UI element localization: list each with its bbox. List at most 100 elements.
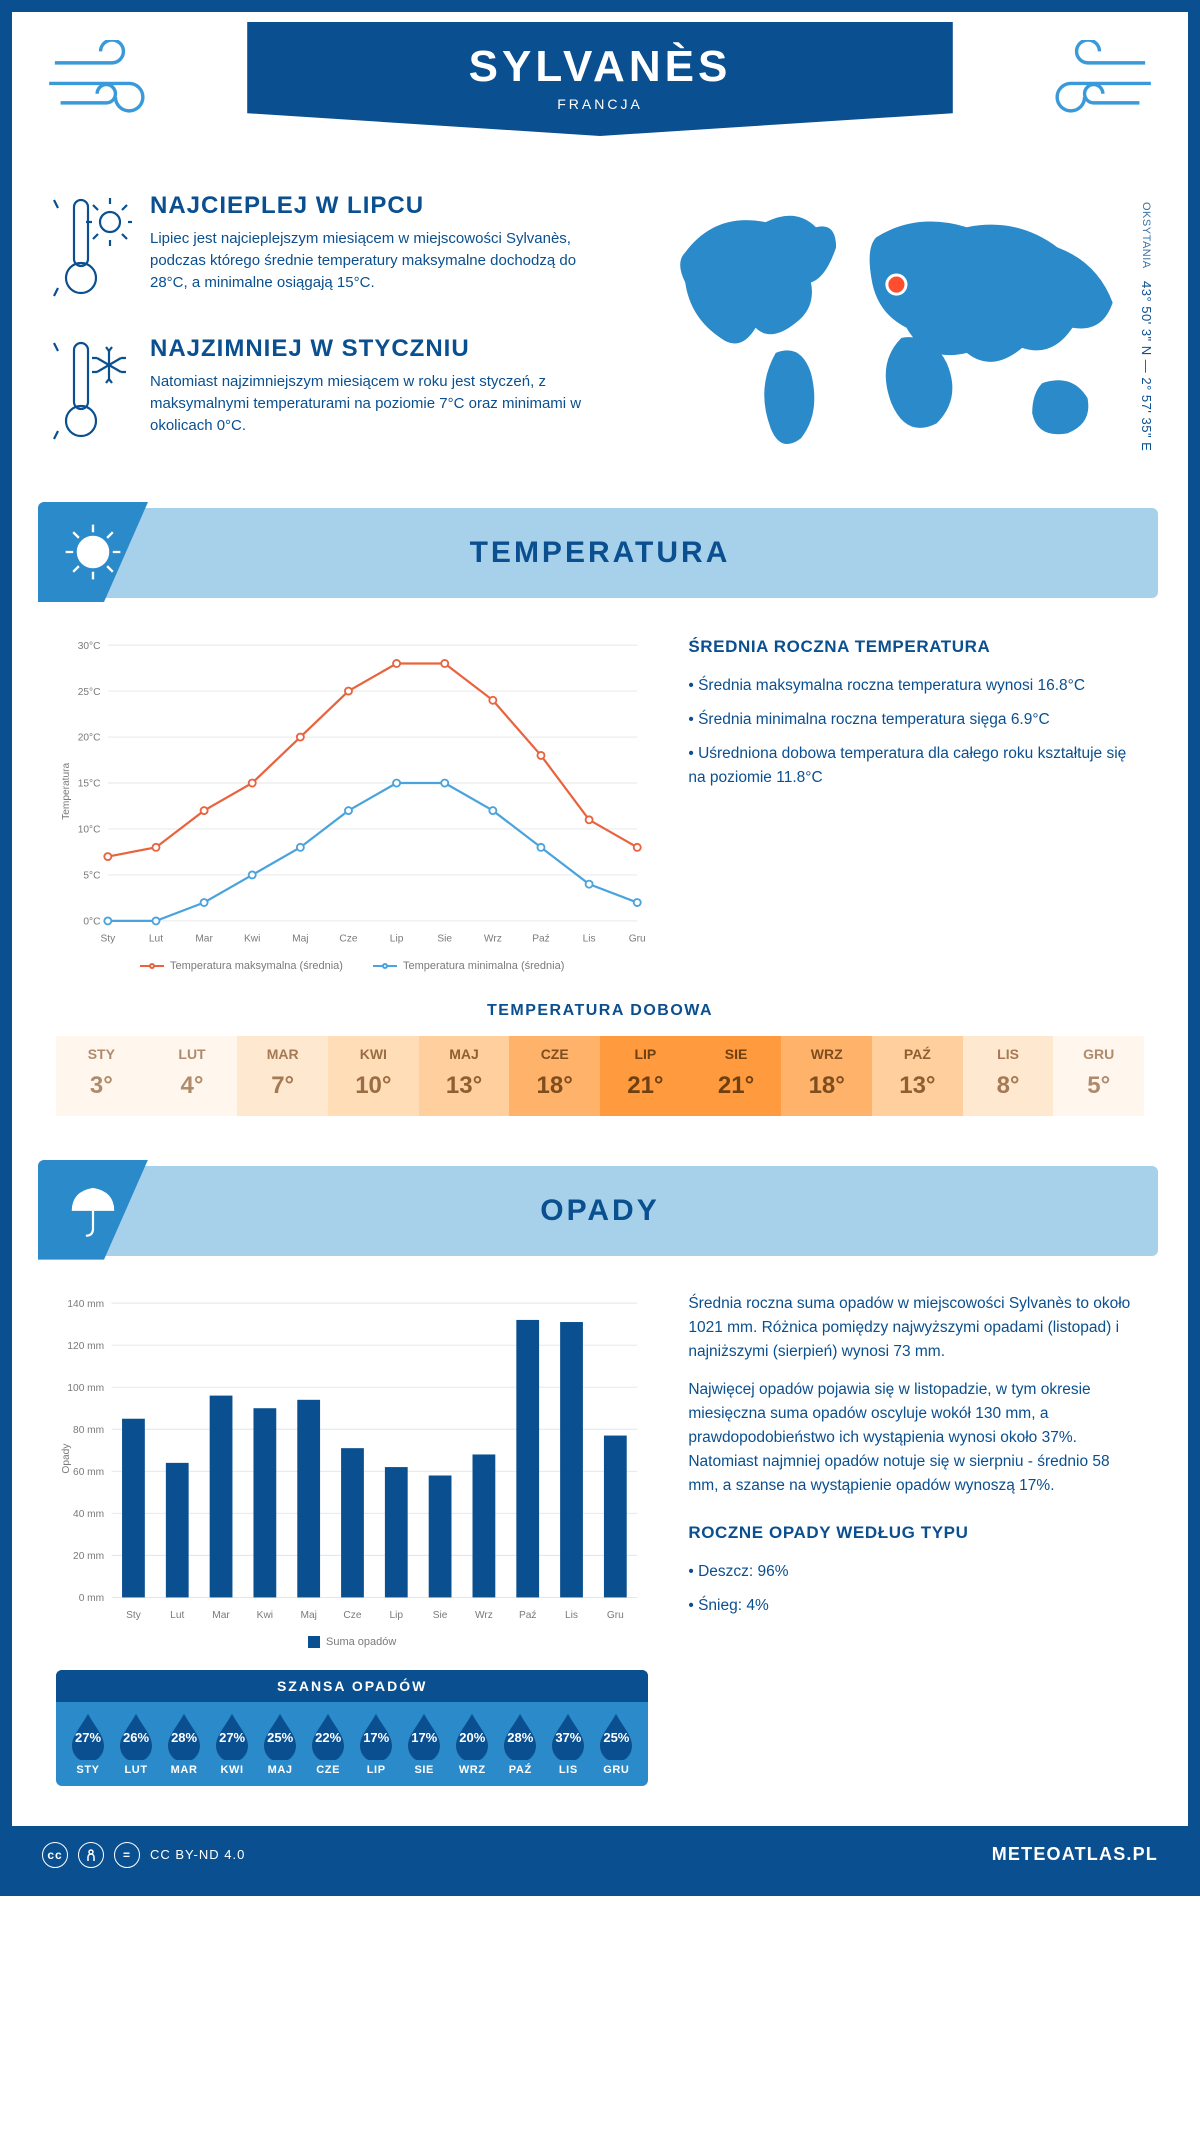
chance-value: 20% [459,1730,485,1745]
daily-temp-month: WRZ [781,1046,872,1062]
daily-temp-value: 8° [963,1072,1054,1100]
svg-text:Lip: Lip [390,933,404,944]
svg-text:Kwi: Kwi [257,1609,273,1620]
raindrop-icon: 37% [548,1712,588,1760]
svg-text:Opady: Opady [61,1442,72,1473]
svg-text:100 mm: 100 mm [67,1383,104,1394]
daily-temp-value: 21° [600,1072,691,1100]
chance-value: 27% [219,1730,245,1745]
precipitation-chance-cell: 28% MAR [160,1712,208,1776]
precipitation-bar-chart: 0 mm20 mm40 mm60 mm80 mm100 mm120 mm140 … [56,1292,648,1625]
infographic-page: SYLVANÈS FRANCJA NAJCIEPLEJ W LIPCU Lipi… [0,0,1200,1896]
wind-swirl-icon [1018,40,1158,120]
wind-swirl-icon [42,40,182,120]
svg-text:Lis: Lis [565,1609,578,1620]
precipitation-chance-cell: 26% LUT [112,1712,160,1776]
svg-text:Sty: Sty [126,1609,142,1620]
temperature-chart-legend: Temperatura maksymalna (średnia) Tempera… [56,960,648,972]
daily-temp-cell: LUT4° [147,1036,238,1116]
svg-text:40 mm: 40 mm [73,1509,104,1520]
location-title: SYLVANÈS [247,42,953,92]
svg-text:Gru: Gru [629,933,646,944]
precipitation-chance-cell: 20% WRZ [448,1712,496,1776]
intro-section: NAJCIEPLEJ W LIPCU Lipiec jest najcieple… [12,182,1188,508]
chance-value: 17% [411,1730,437,1745]
cc-icon: cc [42,1842,68,1868]
svg-text:Sie: Sie [437,933,452,944]
temperature-banner: TEMPERATURA [42,508,1158,598]
avg-temp-bullet: • Średnia minimalna roczna temperatura s… [688,708,1144,732]
svg-text:Lut: Lut [149,933,163,944]
precipitation-chance-cell: 37% LIS [544,1712,592,1776]
precip-para-2: Najwięcej opadów pojawia się w listopadz… [688,1378,1144,1498]
precip-type-heading: ROCZNE OPADY WEDŁUG TYPU [688,1520,1144,1546]
raindrop-icon: 27% [68,1712,108,1760]
chance-month: LIS [544,1764,592,1776]
svg-text:Mar: Mar [212,1609,230,1620]
svg-text:140 mm: 140 mm [67,1298,104,1309]
svg-text:Paź: Paź [519,1609,537,1620]
svg-text:Sty: Sty [100,933,116,944]
warmest-body: Lipiec jest najcieplejszym miesiącem w m… [150,228,605,293]
svg-text:Lut: Lut [170,1609,184,1620]
daily-temp-month: CZE [509,1046,600,1062]
avg-temp-heading: ŚREDNIA ROCZNA TEMPERATURA [688,634,1144,660]
daily-temp-strip: STY3°LUT4°MAR7°KWI10°MAJ13°CZE18°LIP21°S… [56,1036,1144,1116]
svg-text:Kwi: Kwi [244,933,260,944]
daily-temp-cell: LIS8° [963,1036,1054,1116]
license-text: CC BY-ND 4.0 [150,1847,245,1862]
daily-temp-cell: MAJ13° [419,1036,510,1116]
svg-text:Lis: Lis [583,933,596,944]
cc-nd-icon: = [114,1842,140,1868]
chance-month: STY [64,1764,112,1776]
country-subtitle: FRANCJA [247,96,953,112]
precip-type-bullet: • Deszcz: 96% [688,1560,1144,1584]
daily-temp-cell: GRU5° [1053,1036,1144,1116]
chance-month: KWI [208,1764,256,1776]
precip-type-bullet: • Śnieg: 4% [688,1594,1144,1618]
chance-value: 25% [267,1730,293,1745]
precipitation-content: 0 mm20 mm40 mm60 mm80 mm100 mm120 mm140 … [12,1256,1188,1806]
daily-temp-value: 18° [781,1072,872,1100]
daily-temp-cell: MAR7° [237,1036,328,1116]
chance-value: 28% [171,1730,197,1745]
svg-text:15°C: 15°C [78,779,101,790]
chance-month: LIP [352,1764,400,1776]
site-brand: METEOATLAS.PL [992,1844,1158,1865]
coldest-block: NAJZIMNIEJ W STYCZNIU Natomiast najzimni… [52,335,605,450]
svg-text:Maj: Maj [292,933,308,944]
temperature-summary: ŚREDNIA ROCZNA TEMPERATURA • Średnia mak… [688,634,1144,972]
warmest-heading: NAJCIEPLEJ W LIPCU [150,192,605,220]
precip-para-1: Średnia roczna suma opadów w miejscowośc… [688,1292,1144,1364]
daily-temp-value: 4° [147,1072,238,1100]
svg-text:Gru: Gru [607,1609,624,1620]
chance-value: 27% [75,1730,101,1745]
daily-temp-cell: CZE 18° [509,1036,600,1116]
raindrop-icon: 26% [116,1712,156,1760]
raindrop-icon: 25% [260,1712,300,1760]
daily-temp-cell: LIP21° [600,1036,691,1116]
precipitation-banner: OPADY [42,1166,1158,1256]
svg-text:0 mm: 0 mm [79,1593,104,1604]
location-marker-icon [889,276,905,292]
precipitation-chance-cell: 17% SIE [400,1712,448,1776]
coldest-heading: NAJZIMNIEJ W STYCZNIU [150,335,605,363]
precipitation-chance-cell: 25% GRU [592,1712,640,1776]
svg-text:Paź: Paź [532,933,550,944]
daily-temp-value: 10° [328,1072,419,1100]
svg-text:Mar: Mar [195,933,213,944]
raindrop-icon: 27% [212,1712,252,1760]
daily-temp-month: MAJ [419,1046,510,1062]
daily-temp-value: 18° [509,1072,600,1100]
svg-text:Wrz: Wrz [484,933,502,944]
precipitation-chance-cell: 22% CZE [304,1712,352,1776]
svg-text:Cze: Cze [343,1609,361,1620]
precipitation-chart-legend: Suma opadów [56,1636,648,1648]
temperature-line-chart: 0°C5°C10°C15°C20°C25°C30°CTemperaturaSty… [56,634,648,949]
chance-value: 25% [603,1730,629,1745]
raindrop-icon: 28% [164,1712,204,1760]
chance-value: 26% [123,1730,149,1745]
coldest-body: Natomiast najzimniejszym miesiącem w rok… [150,371,605,436]
raindrop-icon: 22% [308,1712,348,1760]
world-map [645,192,1148,458]
